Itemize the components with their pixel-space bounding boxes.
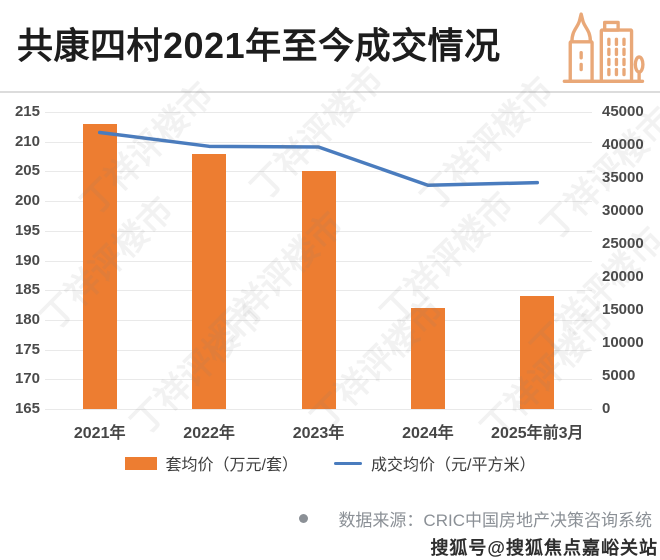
legend-label: 套均价（万元/套） xyxy=(165,457,298,474)
y-axis-left-tick: 185 xyxy=(14,281,40,299)
y-axis-right-tick: 35000 xyxy=(602,169,644,186)
x-axis-label: 2025年前3月 xyxy=(491,425,584,442)
transaction-chart: 丁祥评楼市 丁祥评楼市 丁祥评楼市 丁祥评楼市 丁祥评楼市 丁祥评楼市 丁祥评楼市 丁祥评楼市… xyxy=(0,60,660,447)
x-axis-label: 2021年 xyxy=(73,425,126,442)
bar-2022年 xyxy=(192,153,227,409)
y-axis-left-tick: 215 xyxy=(14,103,40,120)
chart-legend: 套均价（万元/套） 成交均价（元/平方米） xyxy=(0,451,660,475)
y-axis-right-tick: 25000 xyxy=(602,235,644,252)
sohu-watermark: 搜狐号@搜狐焦点嘉峪关站 xyxy=(430,538,658,558)
gridline xyxy=(45,141,592,143)
y-axis-left-tick: 200 xyxy=(14,192,40,210)
bar-2024年 xyxy=(410,308,445,409)
header: 共康四村2021年至今成交情况 xyxy=(0,0,660,91)
y-axis-right-tick: 45000 xyxy=(602,103,644,120)
bar-2025年前3月 xyxy=(520,296,555,409)
y-axis-left-tick: 195 xyxy=(14,221,40,239)
y-axis-right-tick: 15000 xyxy=(602,301,644,318)
y-axis-right-tick: 5000 xyxy=(602,367,636,384)
bar-2021年 xyxy=(82,123,117,409)
x-axis-label: 2022年 xyxy=(183,425,235,442)
y-axis-left-tick: 180 xyxy=(14,310,40,328)
bar-2023年 xyxy=(301,171,336,409)
y-axis-left-tick: 175 xyxy=(14,340,40,358)
y-axis-right-tick: 40000 xyxy=(602,136,644,153)
page-title: 共康四村2021年至今成交情况 xyxy=(17,25,501,66)
x-axis-label: 2023年 xyxy=(292,425,345,442)
y-axis-left-tick: 165 xyxy=(14,400,40,417)
y-axis-left-tick: 210 xyxy=(14,132,40,150)
header-divider xyxy=(0,91,660,93)
y-axis-right-tick: 30000 xyxy=(602,202,644,219)
gridline xyxy=(45,112,592,113)
legend-label: 成交均价（元/平方米） xyxy=(371,457,536,474)
legend-item-bar: 套均价（万元/套） xyxy=(124,451,298,475)
y-axis-left-tick: 205 xyxy=(14,162,40,180)
line-swatch-icon xyxy=(334,461,362,465)
data-source-text: 数据来源：CRIC中国房地产决策咨询系统 xyxy=(338,511,652,530)
y-axis-left-tick: 170 xyxy=(14,370,40,388)
gridline xyxy=(45,409,592,410)
x-axis-label: 2024年 xyxy=(402,425,454,442)
bar-swatch-icon xyxy=(124,456,157,470)
trend-line xyxy=(97,130,540,188)
y-axis-right-tick: 0 xyxy=(602,400,611,417)
y-axis-right-tick: 10000 xyxy=(602,334,644,351)
buildings-icon xyxy=(562,12,645,83)
plot-area xyxy=(45,112,592,410)
legend-item-line: 成交均价（元/平方米） xyxy=(334,451,535,475)
y-axis-left-tick: 190 xyxy=(14,251,40,269)
data-source-row: 数据来源：CRIC中国房地产决策咨询系统 xyxy=(299,506,652,531)
bullet-dot-icon xyxy=(299,514,309,523)
y-axis-right-tick: 20000 xyxy=(602,268,644,285)
